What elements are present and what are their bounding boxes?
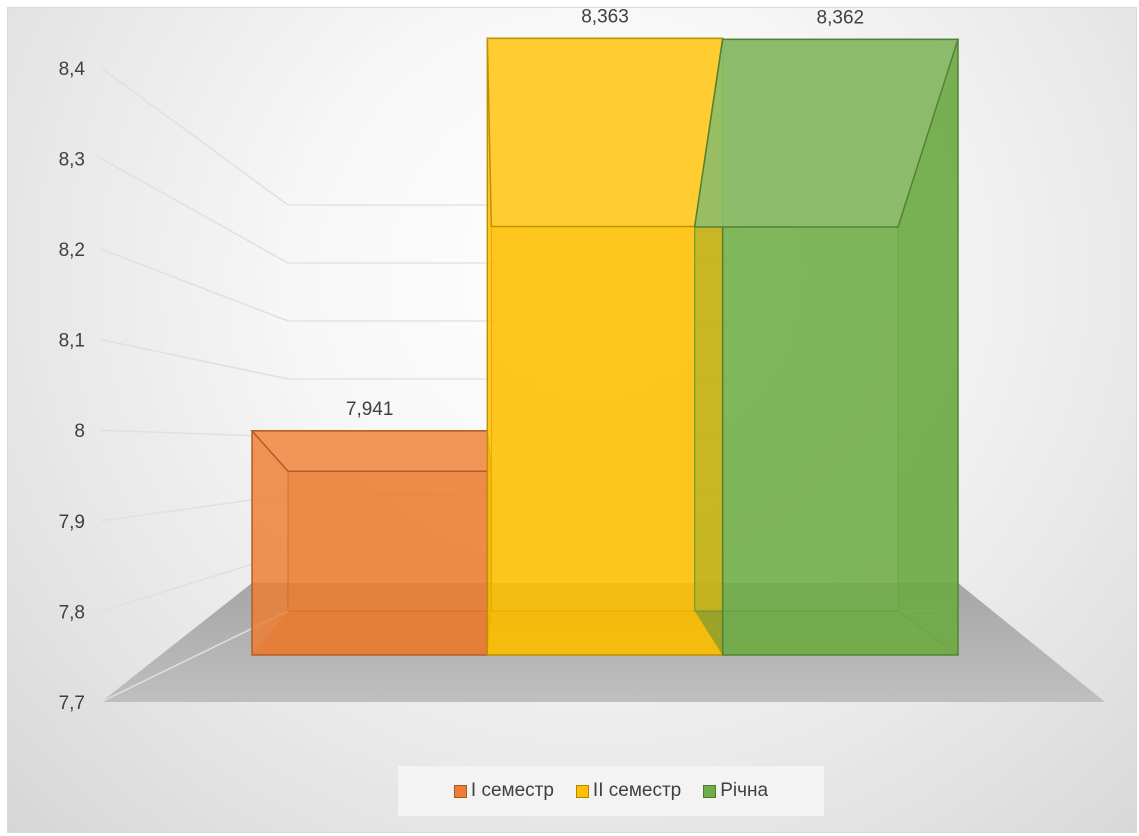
bar-1 xyxy=(250,430,493,656)
gridline-side xyxy=(100,338,289,380)
legend: I семестр II семестр Річна xyxy=(398,766,824,816)
legend-item-3: Річна xyxy=(703,780,768,802)
legend-item-2: II семестр xyxy=(575,780,682,802)
y-tick-label: 8,2 xyxy=(59,240,85,261)
chart-area: 7,7 7,8 7,9 8 8,1 8,2 8,3 8,4 7,941 8,363 8,362 I… xyxy=(7,7,1137,833)
y-tick-label: 8,3 xyxy=(59,149,85,170)
legend-label-2: II семестр xyxy=(592,780,682,801)
y-tick-label: 8,4 xyxy=(59,59,86,80)
legend-swatch-1 xyxy=(453,784,467,798)
chart-plot: 7,7 7,8 7,9 8 8,1 8,2 8,3 8,4 7,941 8,363 8,362 xyxy=(59,8,1105,714)
legend-swatch-2 xyxy=(575,784,589,798)
legend-label-3: Річна xyxy=(720,780,769,801)
data-label-2: 8,363 xyxy=(581,8,629,27)
gridline-side xyxy=(100,248,289,322)
y-tick-label: 7,8 xyxy=(59,602,85,623)
data-label-1: 7,941 xyxy=(346,399,394,420)
gridline-side xyxy=(100,157,289,264)
y-tick-label: 7,7 xyxy=(59,693,85,714)
bar-3 xyxy=(693,38,960,656)
bar-2 xyxy=(486,37,724,657)
legend-label-1: I семестр xyxy=(470,780,554,801)
data-label-3: 8,362 xyxy=(817,8,865,28)
legend-swatch-3 xyxy=(703,784,717,798)
y-tick-label: 7,9 xyxy=(59,512,85,533)
y-tick-label: 8,1 xyxy=(59,331,85,352)
y-tick-label: 8 xyxy=(74,421,85,442)
legend-item-1: I семестр xyxy=(453,780,554,802)
gridline-side xyxy=(100,67,289,206)
